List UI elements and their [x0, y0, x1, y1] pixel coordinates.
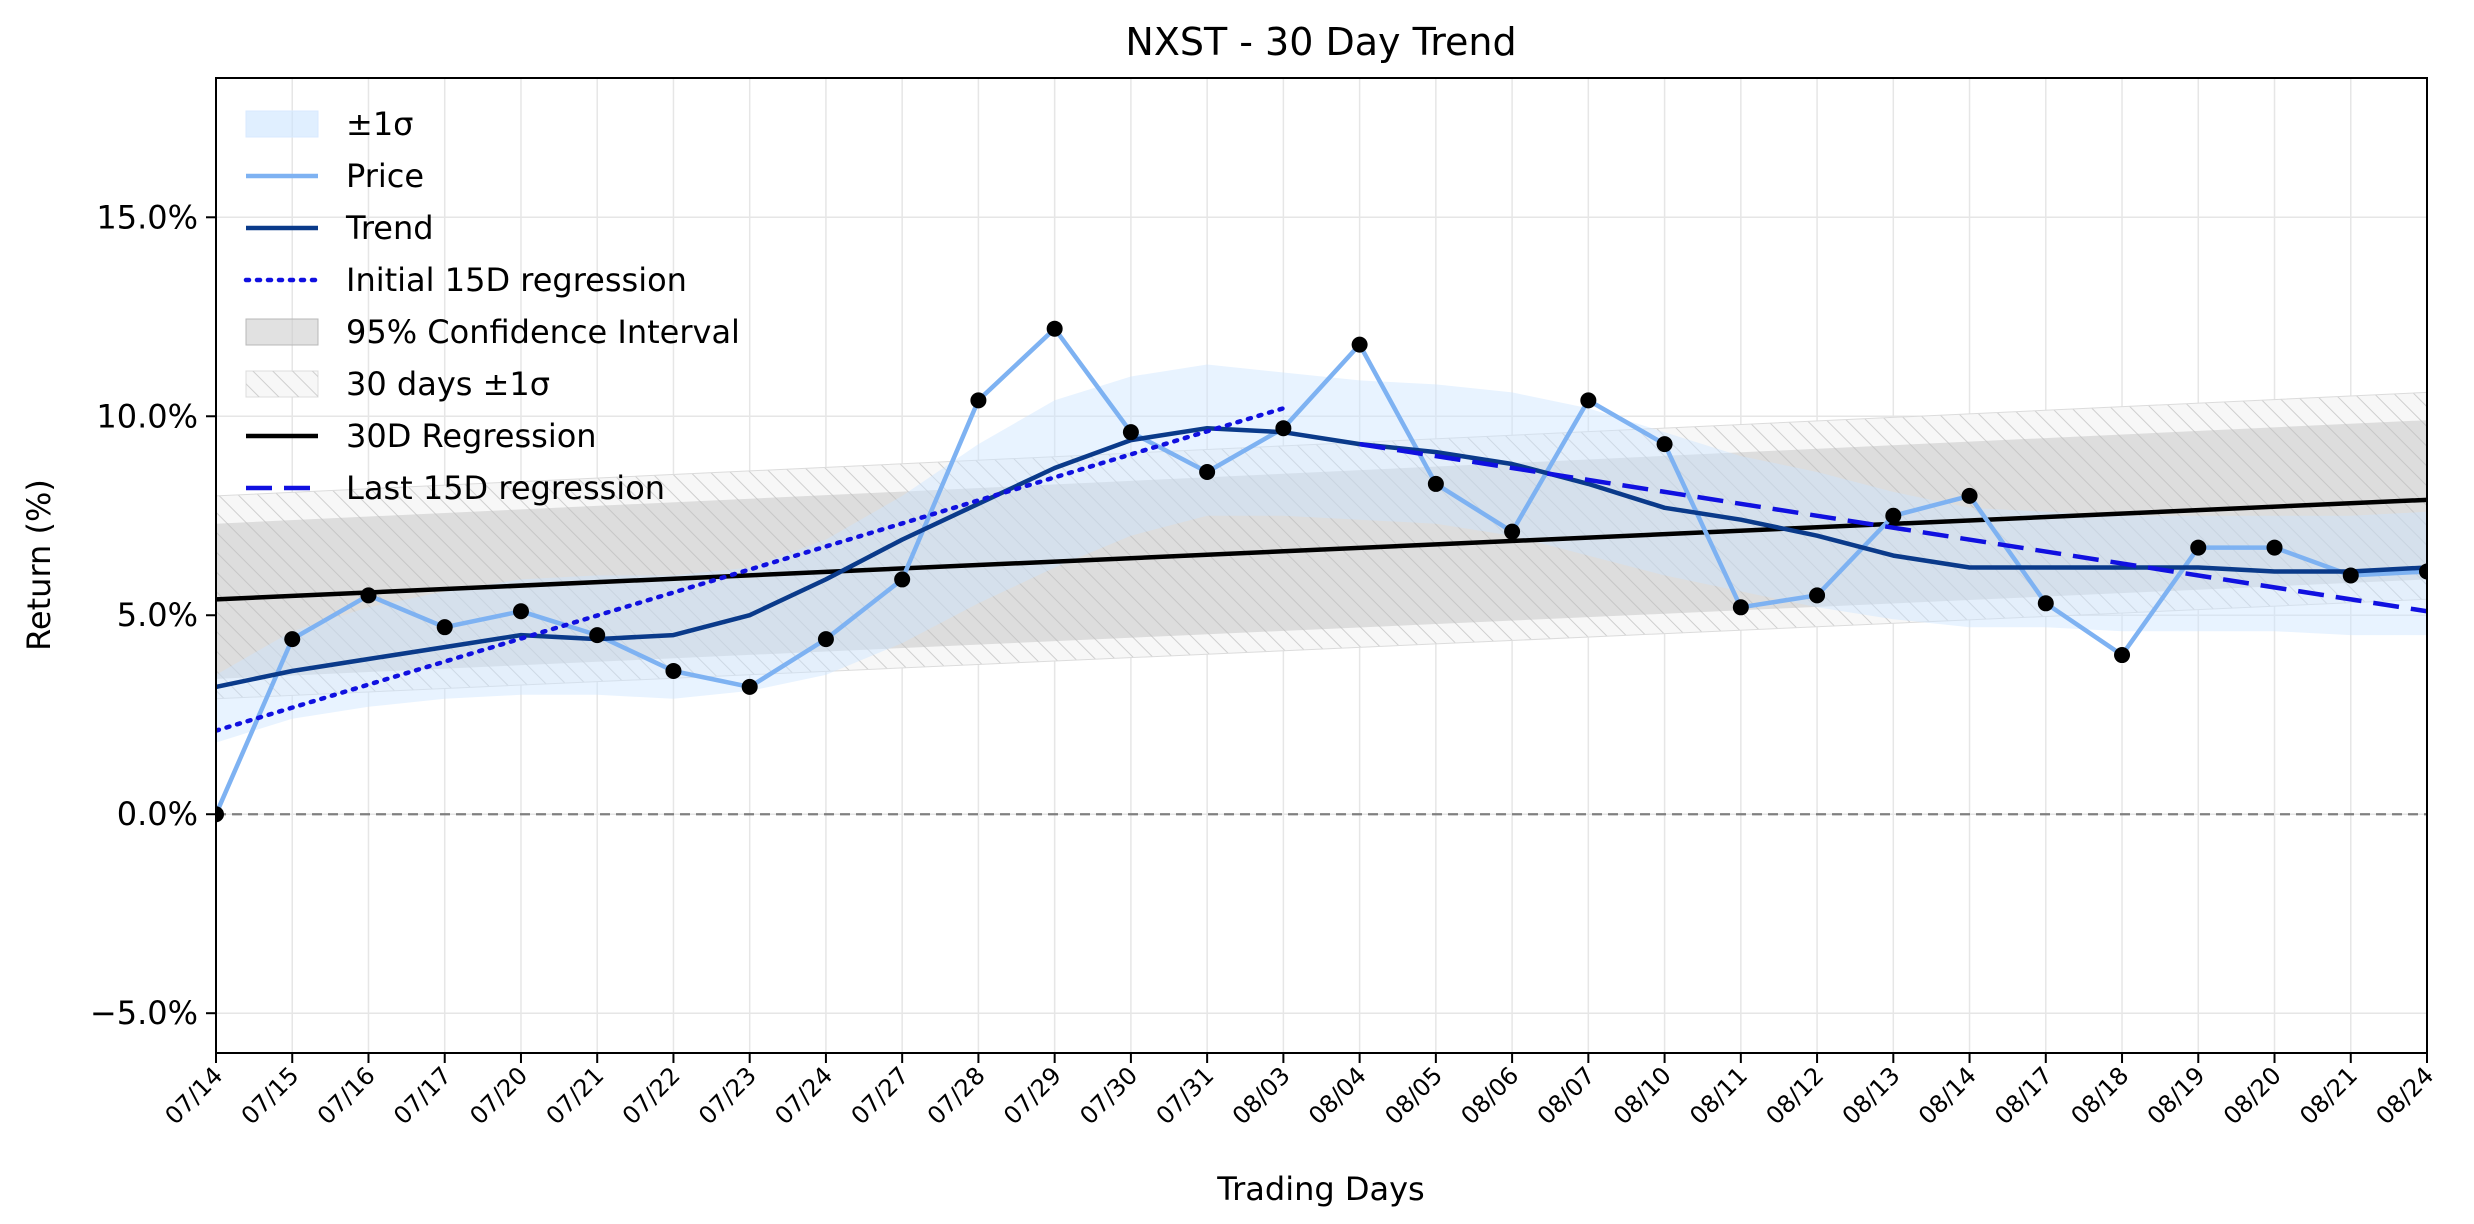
price-point: [894, 571, 911, 588]
regression-30d-line: [216, 497, 2427, 602]
y-tick-label: 0.0%: [117, 795, 198, 833]
price-point: [589, 627, 606, 644]
x-tick-label: 07/30: [1074, 1061, 1143, 1130]
price-point: [2342, 567, 2359, 584]
price-point: [2190, 539, 2207, 556]
y-tick-label: 5.0%: [117, 596, 198, 634]
y-tick-label: −5.0%: [90, 994, 198, 1032]
price-point: [1885, 507, 1902, 524]
legend-label: Initial 15D regression: [346, 261, 687, 299]
x-tick-label: 07/28: [922, 1061, 991, 1130]
price-point: [1961, 487, 1978, 504]
x-tick-label: 08/20: [2218, 1061, 2287, 1130]
trend-line: [216, 425, 2427, 690]
price-point: [970, 392, 987, 409]
legend-label: 95% Confidence Interval: [346, 313, 740, 351]
legend-label: ±1σ: [346, 105, 413, 143]
price-point: [1427, 475, 1444, 492]
x-tick-label: 07/27: [846, 1061, 915, 1130]
x-tick-label: 07/21: [541, 1061, 610, 1130]
y-axis-label: Return (%): [20, 479, 58, 651]
price-point: [741, 678, 758, 695]
plot-frame: [215, 77, 2428, 1054]
price-point: [1351, 336, 1368, 353]
price-point: [1809, 587, 1826, 604]
x-tick-label: 08/04: [1303, 1061, 1372, 1130]
x-tick-label: 07/23: [693, 1061, 762, 1130]
price-point: [1046, 320, 1063, 337]
price-point: [360, 587, 377, 604]
x-axis-label: Trading Days: [1216, 1170, 1424, 1208]
x-tick-label: 08/18: [2066, 1061, 2135, 1130]
price-point: [1122, 424, 1139, 441]
x-tick-label: 07/20: [464, 1061, 533, 1130]
price-point: [1732, 599, 1749, 616]
legend-label: 30D Regression: [346, 417, 597, 455]
x-tick-label: 07/15: [236, 1061, 305, 1130]
x-tick-label: 07/29: [998, 1061, 1067, 1130]
price-point: [2114, 647, 2131, 664]
x-tick-label: 07/16: [312, 1061, 381, 1130]
x-tick-label: 08/19: [2142, 1061, 2211, 1130]
price-point: [436, 619, 453, 636]
plot-area: [216, 320, 2427, 823]
y-tick-label: 15.0%: [96, 198, 198, 236]
y-ticks: −5.0% 0.0% 5.0% 10.0% 15.0%: [90, 198, 216, 1032]
price-point: [2037, 595, 2054, 612]
x-tick-label: 08/11: [1684, 1061, 1753, 1130]
x-ticks: 07/14 07/15 07/16 07/17 07/20 07/21 07/22 07/23…: [160, 1053, 2440, 1130]
x-tick-label: 08/05: [1379, 1061, 1448, 1130]
price-point: [512, 603, 529, 620]
legend: ±1σ Price Trend Initial 15D regression 95% C…: [243, 105, 740, 507]
initial-15d-regression-line: [216, 406, 1286, 733]
x-tick-label: 08/24: [2371, 1061, 2440, 1130]
x-tick-label: 08/17: [1989, 1061, 2058, 1130]
price-point: [665, 662, 682, 679]
price-point: [1656, 436, 1673, 453]
legend-swatch: [245, 110, 319, 138]
x-tick-label: 07/31: [1151, 1061, 1220, 1130]
x-tick-label: 07/24: [769, 1061, 838, 1130]
legend-swatch: [246, 371, 318, 397]
sigma-band: [216, 364, 2427, 743]
price-point: [2419, 563, 2427, 580]
x-tick-label: 08/14: [1913, 1061, 1982, 1130]
x-tick-label: 08/06: [1456, 1061, 1525, 1130]
price-point: [1580, 392, 1597, 409]
chart-title: NXST - 30 Day Trend: [1125, 20, 1516, 64]
x-tick-label: 08/03: [1227, 1061, 1296, 1130]
x-tick-label: 08/07: [1532, 1061, 1601, 1130]
price-point: [2266, 539, 2283, 556]
price-point: [1275, 420, 1292, 437]
x-tick-label: 08/10: [1608, 1061, 1677, 1130]
x-tick-label: 08/13: [1837, 1061, 1906, 1130]
price-point: [1504, 523, 1521, 540]
price-point: [817, 631, 834, 648]
x-tick-label: 07/17: [388, 1061, 457, 1130]
legend-label: Trend: [345, 209, 434, 247]
legend-swatch: [245, 318, 319, 346]
x-tick-label: 07/14: [160, 1061, 229, 1130]
price-line: [216, 326, 2427, 816]
last-15d-regression-line: [1359, 441, 2427, 614]
x-tick-label: 08/12: [1761, 1061, 1830, 1130]
x-tick-label: 07/22: [617, 1061, 686, 1130]
price-point: [216, 806, 224, 823]
x-tick-label: 08/21: [2294, 1061, 2363, 1130]
legend-label: Price: [346, 157, 424, 195]
legend-label: 30 days ±1σ: [346, 365, 550, 403]
sigma-30d-hatch: [216, 391, 2427, 700]
price-point: [284, 631, 301, 648]
price-point: [1199, 463, 1216, 480]
legend-label: Last 15D regression: [346, 469, 665, 507]
y-tick-label: 10.0%: [96, 397, 198, 435]
